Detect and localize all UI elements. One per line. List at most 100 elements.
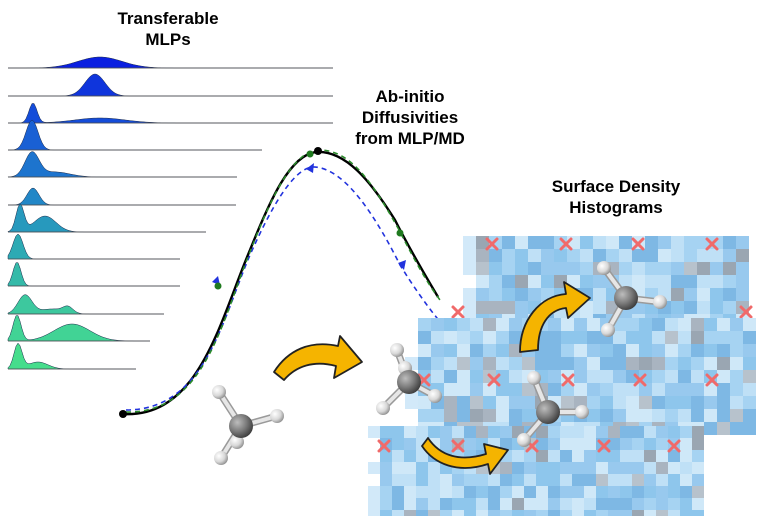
grid-cell [416, 498, 428, 510]
grid-cell [404, 438, 416, 450]
grid-cell [561, 357, 574, 370]
grid-cell [444, 331, 457, 344]
hydrogen-atom [214, 451, 228, 465]
red-cross-icon [487, 373, 501, 387]
density-grid [368, 426, 704, 516]
grid-cell [496, 331, 509, 344]
grid-cell [560, 426, 572, 438]
grid-cell [652, 409, 665, 422]
grid-cell [488, 498, 500, 510]
grid-cell [404, 510, 416, 516]
grid-cell [509, 331, 522, 344]
grid-cell [500, 462, 512, 474]
grid-cell [392, 438, 404, 450]
grid-cell [567, 262, 580, 275]
grid-cell [730, 357, 743, 370]
grid-cell [512, 486, 524, 498]
grid-cell [392, 462, 404, 474]
grid-cell [710, 288, 723, 301]
grid-cell [496, 344, 509, 357]
grid-cell [548, 357, 561, 370]
grid-cell [584, 510, 596, 516]
grid-cell [691, 409, 704, 422]
grid-cell [697, 262, 710, 275]
grid-cell [560, 462, 572, 474]
grid-cell [704, 357, 717, 370]
diffusivities-title: Ab-initio Diffusivities from MLP/MD [330, 86, 490, 149]
grid-cell [368, 462, 380, 474]
grid-cell [502, 249, 515, 262]
carbon-atom [614, 286, 638, 310]
grid-cell [743, 370, 756, 383]
grid-cell [730, 318, 743, 331]
grid-cell [561, 396, 574, 409]
red-cross-icon [485, 237, 499, 251]
grid-cell [476, 249, 489, 262]
ridge-distribution [7, 315, 150, 342]
hydrogen-atom [517, 433, 531, 447]
grid-cell [561, 318, 574, 331]
peak-point [314, 147, 322, 155]
grid-cell [652, 370, 665, 383]
grid-cell [665, 357, 678, 370]
grid-cell [457, 331, 470, 344]
grid-cell [418, 318, 431, 331]
forward-arrowhead-peak [306, 163, 314, 173]
grid-cell [380, 450, 392, 462]
grid-cell [502, 288, 515, 301]
grid-cell [584, 498, 596, 510]
grid-cell [572, 450, 584, 462]
grid-cell [489, 301, 502, 314]
grid-cell [457, 396, 470, 409]
grid-cell [431, 344, 444, 357]
grid-cell [548, 426, 560, 438]
grid-cell [645, 236, 658, 249]
grid-cell [476, 510, 488, 516]
grid-cell [528, 236, 541, 249]
grid-cell [665, 409, 678, 422]
hydrogen-atom [653, 295, 667, 309]
grid-cell [500, 498, 512, 510]
grid-cell [596, 450, 608, 462]
grid-cell [428, 426, 440, 438]
grid-cell [440, 498, 452, 510]
grid-cell [639, 409, 652, 422]
grid-cell [457, 357, 470, 370]
grid-cell [452, 474, 464, 486]
methane-molecule-icon [212, 385, 284, 465]
grid-cell [644, 510, 656, 516]
grid-cell [658, 275, 671, 288]
grid-cell [620, 438, 632, 450]
grid-cell [476, 288, 489, 301]
grid-cell [535, 357, 548, 370]
grid-cell [500, 486, 512, 498]
grid-cell [717, 331, 730, 344]
mlps-title: Transferable MLPs [88, 8, 248, 50]
grid-cell [515, 275, 528, 288]
grid-cell [464, 510, 476, 516]
grid-cell [574, 331, 587, 344]
grid-cell [608, 486, 620, 498]
hydrogen-atom [376, 401, 390, 415]
grid-cell [723, 236, 736, 249]
grid-cell [671, 249, 684, 262]
grid-cell [574, 383, 587, 396]
grid-cell [632, 498, 644, 510]
grid-cell [515, 249, 528, 262]
grid-cell [632, 262, 645, 275]
grid-cell [392, 498, 404, 510]
grid-cell [418, 370, 431, 383]
grid-cell [619, 262, 632, 275]
grid-cell [554, 262, 567, 275]
grid-cell [743, 318, 756, 331]
grid-cell [608, 498, 620, 510]
grid-cell [717, 370, 730, 383]
grid-cell [684, 275, 697, 288]
grid-cell [593, 236, 606, 249]
grid-cell [476, 262, 489, 275]
grid-cell [730, 422, 743, 435]
grid-cell [652, 344, 665, 357]
ridge-distribution [8, 56, 333, 69]
grid-cell [639, 396, 652, 409]
grid-cell [536, 486, 548, 498]
